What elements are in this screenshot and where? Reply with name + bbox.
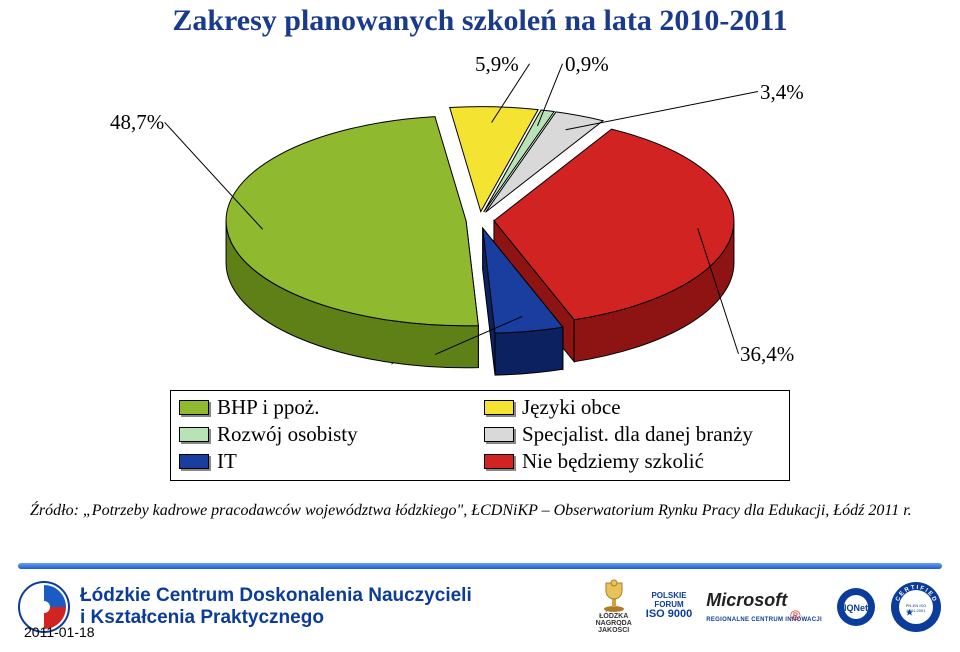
- legend-label: BHP i ppoż.: [217, 395, 319, 420]
- legend-swatch: [484, 400, 514, 415]
- legend-item: Rozwój osobisty: [179, 422, 476, 447]
- badge-lodzka-l1: ŁÓDZKA: [599, 613, 628, 620]
- badge-iso-l3: ISO 9000: [646, 609, 692, 621]
- legend-swatch: [179, 454, 209, 469]
- date-stamp: 2011-01-18: [24, 624, 95, 640]
- legend-item: Nie będziemy szkolić: [484, 449, 781, 474]
- badge-lodzka: ŁÓDZKA NAGRODA JAKOŚCI: [596, 579, 632, 634]
- footer: Łódzkie Centrum Doskonalenia Nauczycieli…: [0, 557, 960, 652]
- legend-swatch: [179, 400, 209, 415]
- legend-item: BHP i ppoż.: [179, 395, 476, 420]
- legend: BHP i ppoż. Języki obce Rozwój osobisty Spe…: [170, 390, 790, 481]
- footer-badges: ŁÓDZKA NAGRODA JAKOŚCI POLSKIE FORUM ISO…: [596, 579, 942, 634]
- legend-swatch: [484, 454, 514, 469]
- legend-label: Rozwój osobisty: [217, 422, 358, 447]
- org-line1: Łódzkie Centrum Doskonalenia Nauczycieli: [80, 585, 472, 607]
- org-name: Łódzkie Centrum Doskonalenia Nauczycieli…: [80, 585, 472, 629]
- footer-divider: [18, 563, 942, 569]
- badge-ms-name: Microsoft: [706, 590, 787, 611]
- legend-label: Języki obce: [522, 395, 621, 420]
- page-title: Zakresy planowanych szkoleń na lata 2010…: [0, 4, 960, 38]
- badge-iso: POLSKIE FORUM ISO 9000: [646, 592, 692, 620]
- slide: Zakresy planowanych szkoleń na lata 2010…: [0, 0, 960, 652]
- legend-label: IT: [217, 449, 237, 474]
- legend-item: Języki obce: [484, 395, 781, 420]
- legend-label: Specjalist. dla danej branży: [522, 422, 753, 447]
- legend-swatch: [484, 427, 514, 442]
- svg-text:IQNet: IQNet: [844, 603, 868, 613]
- source-text: Źródło: „Potrzeby kadrowe pracodawców wo…: [30, 502, 912, 520]
- badge-certified: C E R T I F I E D PN-EN ISO 9001:2001: [890, 581, 942, 633]
- pct-label-bhp: 48,7%: [110, 110, 164, 135]
- legend-item: Specjalist. dla danej branży: [484, 422, 781, 447]
- legend-item: IT: [179, 449, 476, 474]
- legend-label: Nie będziemy szkolić: [522, 449, 704, 474]
- badge-ms-sub: REGIONALNE CENTRUM INNOWACJI: [706, 617, 822, 623]
- badge-iqnet: IQNet: [836, 587, 876, 627]
- badge-microsoft: Microsoft ® REGIONALNE CENTRUM INNOWACJI: [706, 590, 822, 623]
- badge-lodzka-l3: JAKOŚCI: [598, 627, 629, 634]
- legend-swatch: [179, 427, 209, 442]
- org-line2: i Kształcenia Praktycznego: [80, 607, 472, 629]
- badge-lodzka-l2: NAGRODA: [596, 620, 632, 627]
